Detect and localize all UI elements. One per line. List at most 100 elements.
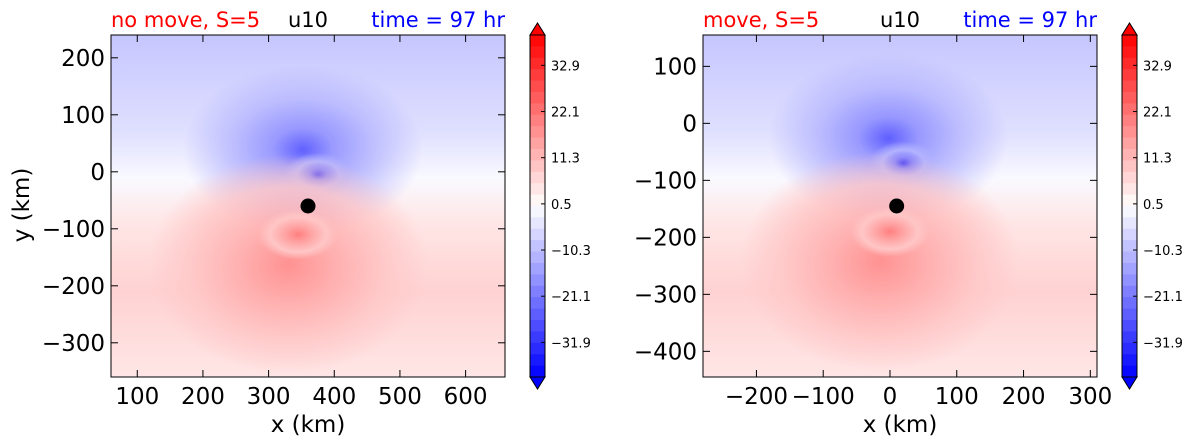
right-y-tick-label: −200 bbox=[634, 225, 697, 251]
left-colorbar-segment bbox=[530, 342, 545, 355]
right-colorbar-segment bbox=[1122, 160, 1137, 173]
right-colorbar-segment bbox=[1122, 206, 1137, 218]
left-colorbar-segment bbox=[530, 354, 545, 367]
left-colorbar-tick-label: −10.3 bbox=[551, 244, 591, 259]
left-panel-title-right: time = 97 hr bbox=[371, 8, 505, 32]
left-colorbar-segment bbox=[530, 251, 545, 264]
right-x-tick-label: 300 bbox=[1068, 384, 1112, 410]
right-panel-title-center: u10 bbox=[880, 8, 920, 32]
left-colorbar-segment bbox=[530, 171, 545, 184]
right-x-tick-label: 200 bbox=[1002, 384, 1046, 410]
right-y-tick-label: −100 bbox=[634, 168, 697, 194]
right-colorbar-segment bbox=[1122, 171, 1137, 184]
left-colorbar-tick-label: 11.3 bbox=[551, 152, 580, 167]
left-colorbar-extend-max bbox=[529, 22, 546, 36]
left-panel: no move, S=5 u10 time = 97 hr 100 200 300 4… bbox=[9, 8, 591, 438]
left-colorbar-segment bbox=[530, 206, 545, 218]
right-y-tick-label: 100 bbox=[653, 54, 697, 80]
right-colorbar-segment bbox=[1122, 263, 1137, 275]
left-colorbar-tick-label: −31.9 bbox=[551, 336, 591, 351]
left-x-tick-label: 600 bbox=[444, 384, 488, 410]
left-colorbar-segment bbox=[530, 69, 545, 82]
right-colorbar-segment bbox=[1122, 57, 1137, 70]
right-colorbar-tick-label: 32.9 bbox=[1143, 59, 1172, 74]
right-colorbar-tick-label: 22.1 bbox=[1143, 106, 1172, 121]
right-colorbar-segment bbox=[1122, 354, 1137, 367]
right-colorbar-segment bbox=[1122, 137, 1137, 150]
right-colorbar-tick-label: 0.5 bbox=[1143, 198, 1164, 213]
right-colorbar-segment bbox=[1122, 365, 1137, 378]
right-colorbar-segment bbox=[1122, 285, 1137, 298]
right-panel: move, S=5 u10 time = 97 hr −200 −100 0 100 2… bbox=[634, 8, 1183, 438]
left-x-tick-label: 100 bbox=[115, 384, 159, 410]
left-colorbar-frame bbox=[529, 34, 546, 378]
left-plot-area: 100 200 300 400 500 600 200 100 0 −100 −200 −300 bbox=[42, 34, 506, 410]
left-positive-wind-region bbox=[148, 154, 429, 375]
left-colorbar-segment bbox=[530, 331, 545, 344]
right-colorbar-segment bbox=[1122, 103, 1137, 116]
left-y-tick-label: 200 bbox=[61, 46, 105, 72]
right-colorbar-segment bbox=[1122, 92, 1137, 104]
right-colorbar-segment bbox=[1122, 274, 1137, 287]
left-colorbar-tick-label: 0.5 bbox=[551, 198, 572, 213]
right-colorbar-segment bbox=[1122, 308, 1137, 321]
left-y-tick-label: 0 bbox=[90, 160, 105, 186]
right-colorbar-extend-min bbox=[1121, 376, 1138, 390]
left-colorbar-segment bbox=[530, 228, 545, 241]
right-colorbar-tick-label: −21.1 bbox=[1143, 290, 1183, 305]
left-y-axis-label: y (km) bbox=[9, 168, 35, 243]
left-u10-field bbox=[111, 35, 505, 377]
left-y-tick-label: 100 bbox=[61, 103, 105, 129]
right-plot-frame bbox=[702, 34, 1098, 378]
right-x-tick-label: −100 bbox=[792, 384, 855, 410]
left-colorbar-segment bbox=[530, 274, 545, 287]
right-colorbar-segment bbox=[1122, 297, 1137, 310]
left-colorbar-segment bbox=[530, 35, 545, 47]
left-colorbar-segment bbox=[530, 285, 545, 298]
right-y-tick-label: 0 bbox=[682, 111, 697, 137]
right-colorbar-segment bbox=[1122, 228, 1137, 241]
right-x-tick-label: −200 bbox=[725, 384, 788, 410]
right-colorbar-segment bbox=[1122, 126, 1137, 139]
left-panel-title-left: no move, S=5 bbox=[111, 8, 260, 32]
right-colorbar-tick-label: −10.3 bbox=[1143, 244, 1183, 259]
right-x-axis-label: x (km) bbox=[863, 412, 938, 438]
left-colorbar-segment bbox=[530, 114, 545, 127]
right-panel-title-left: move, S=5 bbox=[703, 8, 819, 32]
right-colorbar-segment bbox=[1122, 331, 1137, 344]
left-colorbar-tick-label: 32.9 bbox=[551, 59, 580, 74]
right-colorbar-segment bbox=[1122, 114, 1137, 127]
right-x-tick-label: 0 bbox=[883, 384, 898, 410]
left-x-tick-label: 500 bbox=[378, 384, 422, 410]
right-colorbar-segment bbox=[1122, 217, 1137, 230]
left-y-tick-label: −200 bbox=[42, 274, 105, 300]
left-colorbar-tick-label: 22.1 bbox=[551, 106, 580, 121]
left-colorbar-segment bbox=[530, 297, 545, 310]
left-panel-title-center: u10 bbox=[288, 8, 328, 32]
left-positive-wind-core bbox=[258, 209, 339, 260]
right-colorbar-extend-max bbox=[1121, 22, 1138, 36]
left-colorbar-segment bbox=[530, 149, 545, 161]
right-colorbar-segment bbox=[1122, 80, 1137, 93]
left-colorbar-segment bbox=[530, 183, 545, 196]
right-x-tick-label: 100 bbox=[935, 384, 979, 410]
left-plot-frame bbox=[110, 34, 506, 378]
left-y-tick-label: −100 bbox=[42, 217, 105, 243]
right-colorbar-segment bbox=[1122, 149, 1137, 161]
left-colorbar-segment bbox=[530, 240, 545, 253]
right-colorbar-segment bbox=[1122, 46, 1137, 59]
right-colorbar: 32.9 22.1 11.3 0.5 −10.3 −21.1 −31.9 bbox=[1121, 22, 1183, 390]
left-y-tick-label: −300 bbox=[42, 331, 105, 357]
right-colorbar-segment bbox=[1122, 342, 1137, 355]
left-colorbar-segment bbox=[530, 137, 545, 150]
left-colorbar-segment bbox=[530, 194, 545, 207]
right-colorbar-segment bbox=[1122, 69, 1137, 82]
right-colorbar-tick-label: 11.3 bbox=[1143, 152, 1172, 167]
left-storm-center-marker bbox=[300, 198, 316, 214]
left-colorbar-segment bbox=[530, 46, 545, 59]
left-colorbar-segment bbox=[530, 308, 545, 321]
left-colorbar-segment bbox=[530, 320, 545, 332]
right-positive-wind-core bbox=[849, 206, 930, 257]
left-colorbar-segment bbox=[530, 126, 545, 139]
